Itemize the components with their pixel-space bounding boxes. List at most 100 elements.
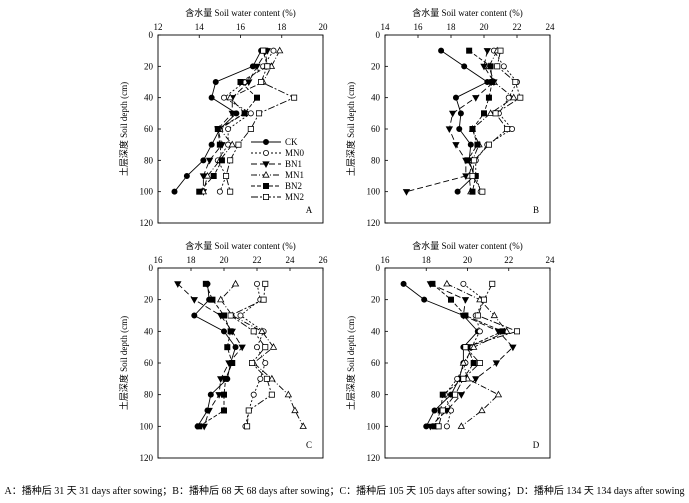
panel-a-point <box>214 126 221 133</box>
panel-b-point <box>472 95 480 102</box>
panel-a-series-mn1-line <box>202 50 281 192</box>
panel-a-series-ck <box>171 47 265 195</box>
panel-c-point <box>262 359 269 366</box>
panel-d-point <box>494 390 503 398</box>
panel-d-point <box>454 375 461 382</box>
panel-c-point <box>191 312 198 319</box>
panel-c-point <box>238 344 246 352</box>
panel-b-series-ck <box>438 47 491 195</box>
panel-b-point <box>487 63 494 70</box>
panel-c-point <box>284 390 293 398</box>
panel-c-x-tick-label: 20 <box>220 255 230 265</box>
panel-a-point <box>208 141 215 148</box>
panel-d-series-mn2 <box>435 280 521 430</box>
panel-a-point <box>223 172 230 179</box>
panel-b-x-tick-label: 18 <box>447 22 457 32</box>
panel-b-x-title: 含水量 Soil water content (%) <box>412 7 522 18</box>
panel-a-series-bn1-line <box>202 50 268 192</box>
panel-a-series-ck-line <box>174 50 262 192</box>
panel-c-point <box>268 391 275 398</box>
panel-b-x-tick-label: 24 <box>546 22 556 32</box>
panel-b-point <box>505 94 512 101</box>
panel-d-point <box>462 312 469 319</box>
panel-c-point <box>215 392 223 399</box>
panel-d-point <box>400 280 407 287</box>
panel-b-x-tick-label: 14 <box>381 22 391 32</box>
panel-a-point <box>247 110 254 117</box>
panel-c-point <box>231 279 240 287</box>
panel-a-point <box>220 94 227 101</box>
panel-a-point <box>212 79 219 86</box>
panel-d-series-bn2 <box>429 280 506 430</box>
panel-d-series-bn1-line <box>430 283 514 427</box>
panel-d-point <box>462 344 469 351</box>
panel-b-y-tick-label: 0 <box>376 30 381 40</box>
panel-a-point <box>228 140 236 148</box>
panel-c-point <box>220 407 227 414</box>
panel-c-point <box>220 391 227 398</box>
panel-b-point <box>485 141 492 148</box>
legend-label: BN2 <box>285 181 302 191</box>
panel-b-point <box>471 157 478 164</box>
panel-b-frame <box>384 34 551 224</box>
panel-a-x-tick-label: 14 <box>195 22 205 32</box>
panel-a-point <box>291 94 298 101</box>
panel-b-series-mn1 <box>465 46 518 195</box>
panel-a-y-tick-label: 120 <box>140 218 154 228</box>
legend-point <box>262 149 269 156</box>
panel-d-series-mn2-line <box>438 283 519 427</box>
panel-a-point <box>200 157 207 164</box>
panel-c-point <box>205 407 213 415</box>
panel-d-point <box>429 280 436 287</box>
panel-c-point <box>250 391 257 398</box>
panel-c-y-tick-label: 0 <box>149 263 154 273</box>
panel-c-point <box>227 312 234 319</box>
panel-c-series-mn0-line <box>239 283 266 427</box>
panel-a-point <box>225 126 232 133</box>
panel-a-point <box>208 94 215 101</box>
panel-c-frame <box>157 267 324 459</box>
panel-b-y-tick-label: 20 <box>371 61 381 71</box>
panel-d-point <box>457 392 465 399</box>
panel-b-point <box>486 109 495 116</box>
panel-a-y-tick-label: 80 <box>144 155 154 165</box>
panel-c-point <box>196 423 203 430</box>
panel-a-point <box>258 79 265 86</box>
panel-c-point <box>174 281 182 288</box>
legend-label: MN0 <box>285 148 305 158</box>
panel-d-point <box>460 375 467 382</box>
panel-d-y-tick-label: 20 <box>371 295 381 305</box>
panel-b-series-mn1-line <box>468 50 515 192</box>
panel-d-y-tick-label: 80 <box>371 390 381 400</box>
panel-b-point <box>448 110 457 118</box>
panel-a-series-mn0 <box>214 47 277 195</box>
panel-b-point <box>461 63 468 70</box>
panel-d-x-tick-label: 18 <box>422 255 432 265</box>
panel-c: 16 18 20 22 24 26 0 20 40 60 80 100 120 含水量 Soil wate… <box>118 240 328 463</box>
panel-c-point <box>291 406 299 414</box>
panel-c-x-tick-label: 24 <box>286 255 296 265</box>
panel-c-point <box>227 328 234 335</box>
panel-b-point <box>497 47 504 54</box>
panel-d-point <box>476 328 483 335</box>
panel-a-series-mn0-line <box>217 50 274 192</box>
panel-b-point <box>456 126 463 133</box>
panel-c-y-tick-label: 120 <box>140 453 154 463</box>
panel-a-y-tick-label: 0 <box>149 30 154 40</box>
panel-b-series-mn2 <box>469 47 524 195</box>
panel-c-point <box>237 312 244 319</box>
panel-d-point <box>480 296 487 303</box>
panel-c-x-tick-label: 16 <box>154 255 164 265</box>
panel-b-point <box>402 189 411 196</box>
panel-c-point <box>222 375 229 382</box>
panel-d-label: D <box>533 440 540 450</box>
panel-b-point <box>480 110 487 117</box>
panel-d-point <box>476 359 483 366</box>
panel-b-y-tick-label: 100 <box>367 187 381 197</box>
panel-b-point <box>454 188 461 195</box>
panel-c-series-bn2 <box>196 280 236 430</box>
panel-c-series-bn1-line <box>177 283 243 427</box>
panel-a-point <box>228 110 236 118</box>
panel-d-point <box>447 296 454 303</box>
panel-d-point <box>457 422 465 429</box>
